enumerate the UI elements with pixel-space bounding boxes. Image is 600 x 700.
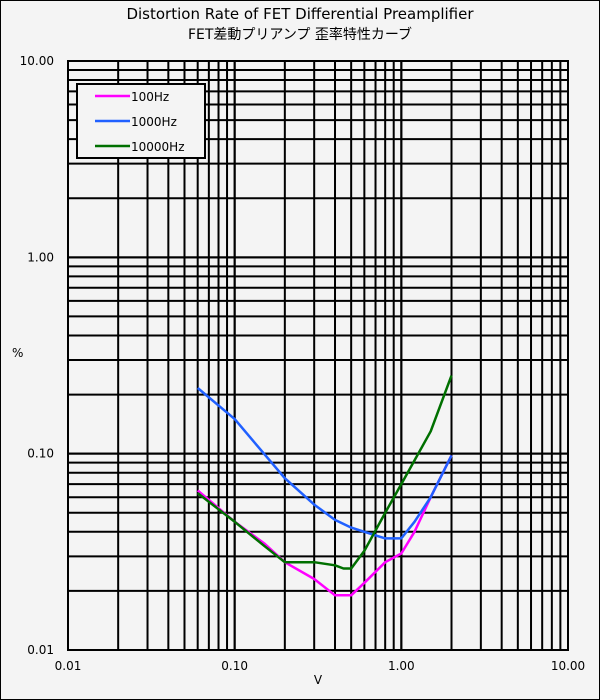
svg-text:0.10: 0.10 [27, 447, 54, 461]
svg-text:1.00: 1.00 [388, 659, 415, 673]
y-axis-label: % [12, 346, 23, 360]
svg-text:1.00: 1.00 [27, 250, 54, 264]
svg-text:0.01: 0.01 [27, 643, 54, 657]
chart-subtitle: FET差動プリアンプ 歪率特性カーブ [187, 27, 413, 43]
chart-title: Distortion Rate of FET Differential Prea… [126, 5, 474, 23]
series-line [196, 387, 453, 540]
svg-text:100Hz: 100Hz [131, 90, 169, 104]
svg-text:0.01: 0.01 [55, 659, 82, 673]
x-axis-label: V [314, 673, 323, 687]
data-series [196, 375, 453, 597]
svg-text:10000Hz: 10000Hz [131, 140, 185, 154]
svg-text:1000Hz: 1000Hz [131, 115, 177, 129]
tick-labels: 0.01 0.10 1.00 10.00 0.01 0.10 1.00 10.00 [20, 54, 586, 673]
svg-text:10.00: 10.00 [551, 659, 585, 673]
series-line [196, 454, 453, 597]
legend: 100Hz 1000Hz 10000Hz [76, 83, 206, 159]
grid-lines [67, 60, 569, 651]
svg-text:10.00: 10.00 [20, 54, 54, 68]
svg-text:0.10: 0.10 [221, 659, 248, 673]
series-line [196, 375, 453, 570]
